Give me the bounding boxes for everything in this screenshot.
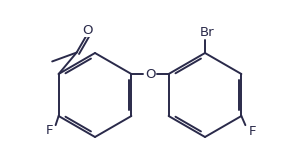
Text: F: F [46, 124, 53, 137]
Text: Br: Br [200, 25, 214, 39]
Text: O: O [145, 68, 155, 80]
Text: F: F [249, 125, 256, 138]
Text: O: O [82, 24, 93, 37]
